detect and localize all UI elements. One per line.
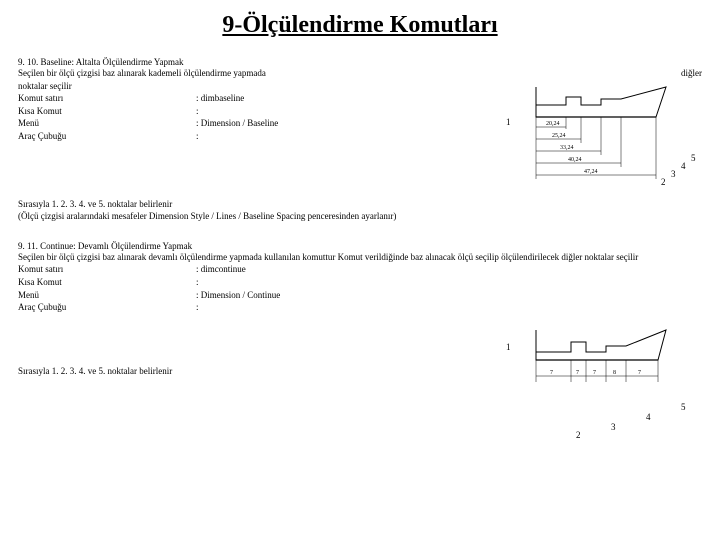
sec1-seq1: Sırasıyla 1. 2. 3. 4. ve 5. noktalar bel… <box>18 198 702 211</box>
sec2-r1-label: Komut satırı <box>18 263 196 276</box>
sec2-desc: Seçilen bir ölçü çizgisi baz alınarak de… <box>18 251 702 264</box>
dim-3: 33,24 <box>560 145 574 151</box>
c-dim5: 7 <box>638 370 641 376</box>
sec2-r2-val: : <box>196 276 280 289</box>
sec2-heading: 9. 11. Continue: Devamlı Ölçülendirme Ya… <box>18 241 702 251</box>
sec1-r1-val: : dimbaseline <box>196 92 278 105</box>
c-dim4: 8 <box>613 370 616 376</box>
sec1-r3-label: Menü <box>18 117 196 130</box>
sec2-r1-val: : dimcontinue <box>196 263 280 276</box>
fig2-p5: 5 <box>681 402 686 412</box>
sec1-heading: 9. 10. Baseline: Altalta Ölçülendirme Ya… <box>18 57 702 67</box>
fig1-p4: 4 <box>681 161 686 171</box>
fig2-p1: 1 <box>506 342 511 352</box>
sec2-r3-label: Menü <box>18 289 196 302</box>
sec1-r2-label: Kısa Komut <box>18 105 196 118</box>
sec2-commands: Komut satırı: dimcontinue Kısa Komut: Me… <box>18 263 280 313</box>
sec2-r4-val: : <box>196 301 280 314</box>
sec1-r1-label: Komut satırı <box>18 92 196 105</box>
c-dim3: 7 <box>593 370 596 376</box>
figure-baseline: 20,24 25,24 33,24 40,24 47,24 1 2 3 4 5 <box>516 77 696 187</box>
fig1-p1: 1 <box>506 117 511 127</box>
continue-diagram-svg: 7 7 7 8 7 <box>516 312 696 442</box>
sec2-r3-val: : Dimension / Continue <box>196 289 280 302</box>
dim-5: 47,24 <box>584 169 598 175</box>
page-title: 9-Ölçülendirme Komutları <box>0 12 720 39</box>
dim-1: 20,24 <box>546 121 560 127</box>
sec2-r2-label: Kısa Komut <box>18 276 196 289</box>
sec1-desc-p1: Seçilen bir ölçü çizgisi baz alınarak ka… <box>18 67 416 80</box>
fig2-p4: 4 <box>646 412 651 422</box>
sec1-r3-val: : Dimension / Baseline <box>196 117 278 130</box>
dim-4: 40,24 <box>568 157 582 163</box>
sec1-r2-val: : <box>196 105 278 118</box>
figure-continue: 7 7 7 8 7 1 2 3 4 5 <box>516 312 696 442</box>
fig1-p2: 2 <box>661 177 666 187</box>
sec1-r4-label: Araç Çubuğu <box>18 130 196 143</box>
c-dim2: 7 <box>576 370 579 376</box>
sec1-r4-val: : <box>196 130 278 143</box>
baseline-diagram-svg: 20,24 25,24 33,24 40,24 47,24 <box>516 77 696 187</box>
dim-2: 25,24 <box>552 133 566 139</box>
sec1-seq: Sırasıyla 1. 2. 3. 4. ve 5. noktalar bel… <box>18 198 702 223</box>
fig1-p3: 3 <box>671 169 676 179</box>
fig1-p5: 5 <box>691 153 696 163</box>
sec1-commands: Komut satırı: dimbaseline Kısa Komut: Me… <box>18 92 278 142</box>
sec2-r4-label: Araç Çubuğu <box>18 301 196 314</box>
fig2-p2: 2 <box>576 430 581 440</box>
fig2-p3: 3 <box>611 422 616 432</box>
c-dim1: 7 <box>550 370 553 376</box>
sec1-seq2: (Ölçü çizgisi aralarındaki mesafeler Dim… <box>18 210 702 223</box>
